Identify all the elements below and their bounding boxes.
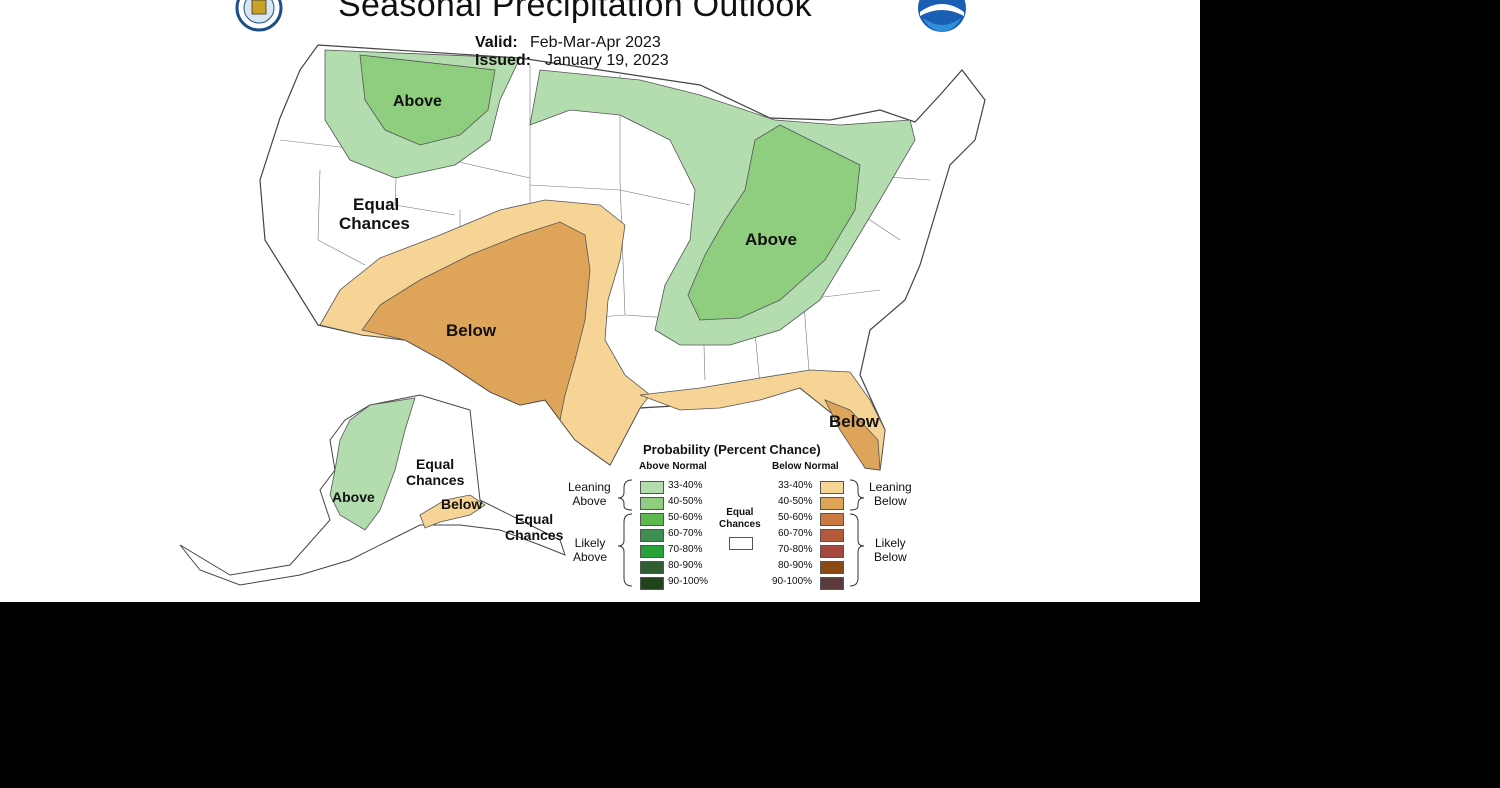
legend-leaning-below-line1: Leaning	[869, 480, 912, 494]
legend-above-range: 90-100%	[668, 576, 709, 587]
legend-likely-below-line1: Likely	[875, 536, 906, 550]
legend-leaning-below-line2: Below	[874, 493, 907, 508]
valid-label: Valid:	[475, 34, 518, 51]
legend-above-swatch	[640, 561, 664, 574]
legend-likely-below-line2: Below	[874, 549, 907, 564]
region-label-west-equal-1: Equal	[353, 195, 400, 214]
region-label-east-above: Above	[745, 230, 797, 249]
region-label-ak-equal-1: Equal	[416, 456, 455, 472]
legend-below-range: 70-80%	[778, 544, 813, 555]
legend-above-range: 70-80%	[668, 544, 703, 555]
east-above-outer	[529, 69, 916, 346]
florida-below-inner	[824, 399, 881, 471]
legend-equal-line2: Chances	[719, 518, 761, 530]
commerce-seal-icon	[235, 0, 283, 32]
legend-above-swatch	[640, 545, 664, 558]
legend-above-header: Above Normal	[639, 461, 707, 472]
legend-likely-above-line2: Above	[573, 549, 608, 564]
outlook-panel: Seasonal Precipitation Outlook Valid: Fe…	[0, 0, 1200, 602]
alaska-below	[419, 494, 486, 529]
east-above-inner	[687, 124, 861, 321]
legend-above-range: 50-60%	[668, 512, 703, 523]
legend-likely-below: Likely Below	[874, 536, 907, 565]
southwest-below-inner	[361, 221, 591, 421]
legend-equal-line1: Equal	[726, 507, 754, 518]
north-above-inner	[359, 54, 496, 146]
region-label-ak-below: Below	[441, 496, 483, 512]
legend-equal-swatch	[729, 537, 753, 550]
issued-value: January 19, 2023	[545, 52, 669, 69]
legend-equal-chances: Equal Chances	[719, 507, 761, 530]
legend-above-swatch	[640, 529, 664, 542]
legend-below-range: 60-70%	[778, 528, 813, 539]
legend-above-range: 33-40%	[668, 480, 703, 491]
legend-above-range: 80-90%	[668, 560, 703, 571]
legend-below-range: 90-100%	[772, 576, 813, 587]
alaska-above	[329, 397, 416, 531]
legend-likely-above-line1: Likely	[574, 536, 606, 550]
legend-below-swatch	[820, 497, 844, 510]
us-map	[179, 44, 986, 586]
legend-leaning-above-line2: Above	[572, 493, 607, 508]
region-label-north-above: Above	[393, 93, 442, 110]
legend-above-braces	[617, 479, 633, 587]
region-label-ak-se-equal-2: Chances	[505, 527, 564, 543]
region-label-ak-above: Above	[332, 489, 375, 505]
legend-above-swatch	[640, 577, 664, 590]
legend-above-range: 60-70%	[668, 528, 703, 539]
legend-below-swatch	[820, 561, 844, 574]
legend-leaning-above: Leaning Above	[568, 480, 611, 509]
legend-below-swatch	[820, 513, 844, 526]
legend-heading: Probability (Percent Chance)	[643, 442, 821, 457]
legend-below-range: 33-40%	[778, 480, 813, 491]
legend-above-swatch	[640, 513, 664, 526]
region-label-southwest-below: Below	[446, 321, 497, 340]
noaa-logo-icon	[918, 0, 966, 32]
legend-below-swatch	[820, 529, 844, 542]
valid-value: Feb-Mar-Apr 2023	[530, 34, 661, 51]
legend-likely-above: Likely Above	[573, 536, 608, 565]
legend-above-range: 40-50%	[668, 496, 703, 507]
issued-label: Issued:	[475, 52, 532, 69]
legend-below-range: 50-60%	[778, 512, 813, 523]
legend-below-range: 40-50%	[778, 496, 813, 507]
legend-below-range: 80-90%	[778, 560, 813, 571]
legend-below-swatch	[820, 545, 844, 558]
legend-above-swatch	[640, 481, 664, 494]
map-title: Seasonal Precipitation Outlook	[338, 0, 812, 24]
legend-below-swatch	[820, 577, 844, 590]
legend-below-swatch	[820, 481, 844, 494]
region-label-west-equal-2: Chances	[339, 214, 410, 233]
legend-below-header: Below Normal	[772, 461, 839, 472]
legend-below-braces	[849, 479, 865, 587]
legend-leaning-above-line1: Leaning	[568, 480, 611, 494]
region-label-ak-equal-2: Chances	[406, 472, 465, 488]
legend-leaning-below: Leaning Below	[869, 480, 912, 509]
region-label-ak-se-equal-1: Equal	[515, 511, 554, 527]
region-label-florida-below: Below	[829, 412, 880, 431]
legend-above-swatch	[640, 497, 664, 510]
